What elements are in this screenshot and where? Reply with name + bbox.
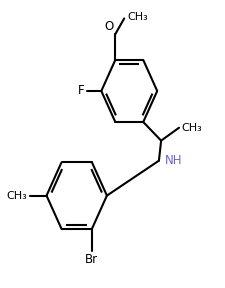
Text: CH₃: CH₃	[128, 12, 148, 22]
Text: Br: Br	[85, 253, 98, 266]
Text: CH₃: CH₃	[7, 191, 27, 200]
Text: F: F	[78, 84, 85, 97]
Text: NH: NH	[164, 154, 182, 167]
Text: O: O	[104, 20, 113, 33]
Text: CH₃: CH₃	[181, 123, 202, 133]
